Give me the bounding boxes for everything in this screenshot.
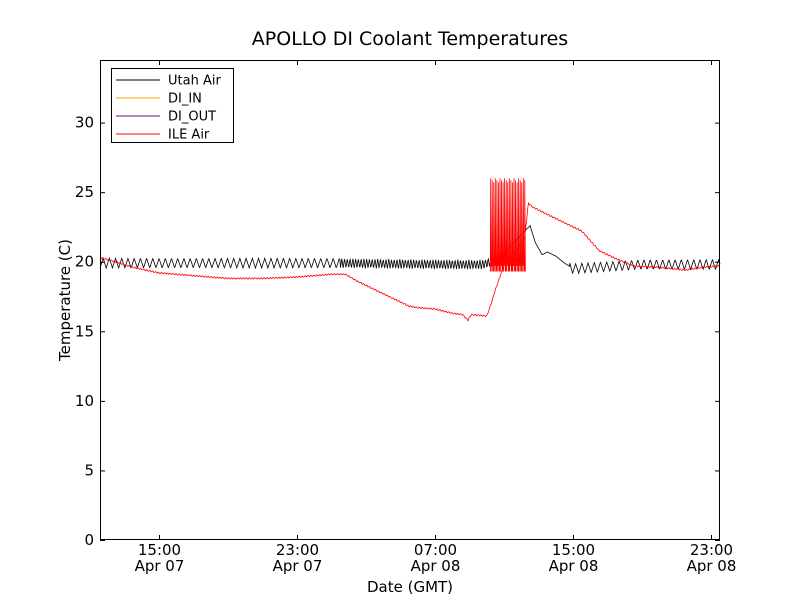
x-tick-time: 23:00 xyxy=(276,541,319,559)
x-tick-date: Apr 07 xyxy=(273,557,323,575)
y-tick-label: 20 xyxy=(75,253,94,271)
x-axis-label: Date (GMT) xyxy=(367,578,453,596)
y-tick-label: 0 xyxy=(84,531,94,549)
y-axis-label: Temperature (C) xyxy=(56,239,74,362)
plot-frame xyxy=(100,60,720,540)
series-utah-air xyxy=(99,224,721,275)
x-tick-date: Apr 07 xyxy=(135,557,185,575)
series-ile-air xyxy=(99,178,721,322)
x-tick-time: 15:00 xyxy=(552,541,595,559)
chart-title: APOLLO DI Coolant Temperatures xyxy=(252,28,568,50)
x-tick-time: 07:00 xyxy=(414,541,457,559)
legend-label: DI_OUT xyxy=(168,110,216,125)
y-tick-label: 25 xyxy=(75,183,94,201)
legend-label: Utah Air xyxy=(168,74,221,89)
x-tick-date: Apr 08 xyxy=(687,557,737,575)
legend: Utah Air DI_IN DI_OUT ILE Air xyxy=(111,68,234,143)
x-tick-date: Apr 08 xyxy=(549,557,599,575)
x-tick-time: 23:00 xyxy=(690,541,733,559)
y-tick-label: 10 xyxy=(75,392,94,410)
x-tick-time: 15:00 xyxy=(138,541,181,559)
y-tick-label: 30 xyxy=(75,114,94,132)
legend-label: DI_IN xyxy=(168,92,202,107)
y-tick-label: 5 xyxy=(84,461,94,479)
x-tick-date: Apr 08 xyxy=(411,557,461,575)
legend-box xyxy=(111,68,234,143)
y-tick-label: 15 xyxy=(75,322,94,340)
legend-label: ILE Air xyxy=(168,128,210,143)
